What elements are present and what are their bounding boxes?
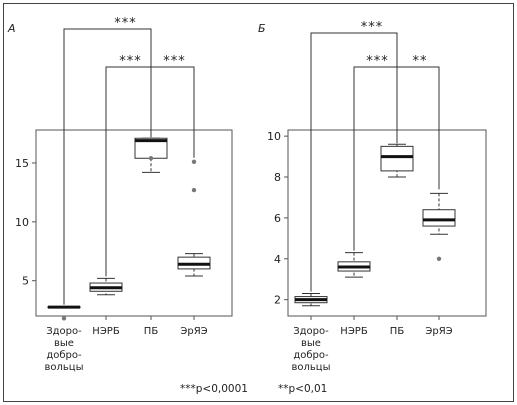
footnote-left: ***p<0,0001 <box>180 383 248 395</box>
panel-label: Б <box>258 22 266 35</box>
box-2 <box>380 143 414 178</box>
category-label: Здоро- <box>46 326 82 337</box>
significance-stars: *** <box>119 54 142 69</box>
significance-brackets: *** *** *** <box>63 16 195 305</box>
category-label: НЭРБ <box>92 326 120 337</box>
significance-stars: *** <box>361 20 384 35</box>
footnote-right: **p<0,01 <box>278 383 327 395</box>
panel-label: А <box>7 22 16 35</box>
significance-stars: ** <box>413 54 428 69</box>
category-label: НЭРБ <box>340 326 368 337</box>
category-label: ПБ <box>144 326 159 337</box>
category-label: добро- <box>46 350 82 361</box>
box-1 <box>337 252 371 278</box>
box-body <box>380 145 414 172</box>
y-tick-label: 6 <box>274 212 281 225</box>
y-tick-label: 4 <box>274 253 281 266</box>
y-tick-label: 15 <box>15 157 29 170</box>
outlier-point <box>191 159 197 164</box>
significance-brackets: ****** ** <box>310 20 440 292</box>
plot-frame <box>287 129 487 317</box>
category-label: ПБ <box>390 326 405 337</box>
category-label: вые <box>301 338 321 349</box>
box-1 <box>89 277 123 296</box>
bracket-outer <box>63 28 152 305</box>
category-label: Здоро- <box>293 326 329 337</box>
category-label: вольцы <box>292 362 331 373</box>
category-label: ЭрЯЭ <box>180 326 207 337</box>
significance-stars: *** <box>114 16 137 31</box>
significance-stars: *** <box>366 54 389 69</box>
figure-frame <box>3 3 514 402</box>
outlier-point <box>436 256 442 261</box>
y-tick-label: 10 <box>15 216 29 229</box>
category-label: добро- <box>293 350 329 361</box>
outlier-point <box>191 187 197 193</box>
box-0 <box>294 293 328 307</box>
outlier-point <box>61 316 67 321</box>
y-tick-label: 8 <box>274 171 281 184</box>
category-label: вольцы <box>45 362 84 373</box>
y-tick-label: 10 <box>267 130 281 143</box>
bracket-outer <box>310 32 398 292</box>
box-body <box>422 209 456 227</box>
significance-stars: *** <box>163 54 186 69</box>
box-3 <box>422 192 456 261</box>
plot-frame <box>35 129 233 317</box>
y-tick-label: 5 <box>22 275 29 288</box>
y-tick-label: 2 <box>274 294 281 307</box>
outlier-point <box>148 156 154 161</box>
bracket-inner <box>353 66 440 251</box>
box-3 <box>177 159 211 277</box>
box-0 <box>47 305 81 321</box>
bracket-inner <box>105 66 195 277</box>
box-2 <box>134 137 168 173</box>
category-label: ЭрЯЭ <box>425 326 452 337</box>
category-label: вые <box>54 338 74 349</box>
